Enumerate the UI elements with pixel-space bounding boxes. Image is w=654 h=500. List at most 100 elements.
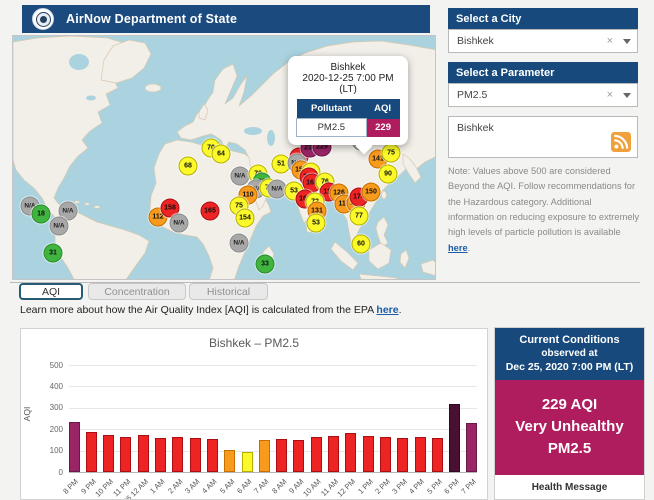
chart-bar[interactable] — [259, 440, 270, 472]
city-select[interactable]: Bishkek × — [448, 29, 638, 53]
chart-bar[interactable] — [415, 437, 426, 472]
chart-bar[interactable] — [190, 438, 201, 472]
aqi-map-marker[interactable]: 60 — [352, 235, 371, 254]
chart-bar[interactable] — [120, 437, 131, 472]
aqi-map-marker[interactable]: 75 — [382, 144, 401, 163]
chart-bar[interactable] — [86, 432, 97, 472]
app-header: AirNow Department of State — [22, 5, 430, 33]
map-popup[interactable]: Bishkek 2020-12-25 7:00 PM (LT) Pollutan… — [288, 56, 408, 145]
aqi-map-marker[interactable]: N/A — [50, 217, 69, 236]
chart-x-tick: 10 AM — [301, 477, 322, 498]
popup-city: Bishkek — [294, 62, 402, 73]
popup-timezone: (LT) — [294, 84, 402, 95]
chart-y-tick: 0 — [29, 468, 63, 477]
chart-bar[interactable] — [69, 422, 80, 472]
chart-x-tick: 7 PM — [460, 477, 479, 496]
aqi-map-marker[interactable]: N/A — [170, 214, 189, 233]
tab-concentration[interactable]: Concentration — [88, 283, 186, 300]
aqi-map-marker[interactable]: 68 — [179, 157, 198, 176]
city-clear-icon[interactable]: × — [607, 35, 613, 47]
chart-bar[interactable] — [138, 435, 149, 472]
popup-aqi-header: AQI — [366, 99, 399, 119]
chart-bar[interactable] — [466, 423, 477, 472]
chart-x-tick: 2 AM — [166, 477, 184, 495]
observed-datetime: Dec 25, 2020 7:00 PM (LT) — [499, 361, 640, 373]
beyond-aqi-note: Note: Values above 500 are considered Be… — [448, 164, 640, 256]
note-suffix: . — [468, 243, 471, 253]
chart-x-tick: 3 AM — [183, 477, 201, 495]
parameter-chevron-down-icon[interactable] — [623, 93, 631, 98]
chart-x-tick: 1 AM — [148, 477, 166, 495]
chart-bar[interactable] — [380, 437, 391, 472]
current-parameter: PM2.5 — [499, 440, 640, 457]
epa-link[interactable]: here — [376, 304, 398, 316]
chart-gridline — [69, 408, 477, 409]
chart-bar[interactable] — [242, 452, 253, 472]
chart-bar[interactable] — [432, 438, 443, 472]
learn-more-text: Learn more about how the Air Quality Ind… — [20, 304, 402, 316]
current-conditions-title: Current Conditions — [499, 334, 640, 346]
chart-x-tick: 4 AM — [200, 477, 218, 495]
observed-at-label: observed at — [499, 348, 640, 359]
current-aqi-category: Very Unhealthy — [499, 418, 640, 435]
chart-x-tick: 8 AM — [270, 477, 288, 495]
rss-feed-label: Bishkek — [457, 122, 494, 134]
tab-historical[interactable]: Historical — [189, 283, 268, 300]
chart-bar[interactable] — [363, 436, 374, 472]
chart-bar[interactable] — [397, 438, 408, 472]
chart-x-axis — [69, 472, 477, 473]
chart-y-tick: 400 — [29, 382, 63, 391]
chart-bar[interactable] — [328, 436, 339, 472]
popup-table: Pollutant AQI PM2.5 229 — [296, 99, 400, 137]
chart-bar[interactable] — [207, 439, 218, 472]
note-here-link[interactable]: here — [448, 243, 468, 253]
aqi-map-marker[interactable]: 165 — [201, 202, 220, 221]
state-department-seal-icon — [32, 8, 54, 30]
parameter-clear-icon[interactable]: × — [607, 89, 613, 101]
chart-bar[interactable] — [155, 438, 166, 472]
chart-bar[interactable] — [103, 435, 114, 472]
aqi-map-marker[interactable]: 53 — [307, 214, 326, 233]
chart-x-tick: 6 PM — [442, 477, 461, 496]
aqi-map-marker[interactable]: 154 — [236, 209, 255, 228]
city-chevron-down-icon[interactable] — [623, 39, 631, 44]
parameter-select[interactable]: PM2.5 × — [448, 83, 638, 107]
chart-bar[interactable] — [449, 404, 460, 472]
chart-bar[interactable] — [345, 433, 356, 472]
aqi-map-marker[interactable]: 31 — [44, 244, 63, 263]
select-city-widget: Select a City Bishkek × — [448, 8, 638, 53]
aqi-map-marker[interactable]: 150 — [362, 183, 381, 202]
chart-bar[interactable] — [293, 440, 304, 472]
aqi-map-marker[interactable]: N/A — [230, 234, 249, 253]
current-conditions-panel: Current Conditions observed at Dec 25, 2… — [494, 327, 645, 500]
aqi-map-marker[interactable]: 33 — [256, 255, 275, 274]
chart-y-tick: 200 — [29, 425, 63, 434]
chart-x-tick: 11 AM — [319, 477, 340, 498]
aqi-bar-chart: Bishkek – PM2.5 AQI 50040030020010008 PM… — [20, 328, 488, 500]
aqi-map-marker[interactable]: 77 — [350, 207, 369, 226]
chart-bar[interactable] — [224, 450, 235, 472]
note-prefix: Note: Values above 500 are considered Be… — [448, 166, 639, 237]
aqi-map-marker[interactable]: 90 — [379, 165, 398, 184]
select-parameter-widget: Select a Parameter PM2.5 × — [448, 62, 638, 107]
chart-x-tick: 7 AM — [252, 477, 270, 495]
aqi-map-marker[interactable]: N/A — [231, 167, 250, 186]
chart-x-tick: 5 AM — [218, 477, 236, 495]
world-aqi-map[interactable]: N/A18N/AN/A31112158N/A687064165N/A7060N/… — [12, 35, 436, 280]
city-select-value: Bishkek — [457, 35, 607, 47]
chart-x-tick: 5 PM — [425, 477, 444, 496]
chart-x-tick: 2 PM — [373, 477, 392, 496]
aqi-map-marker[interactable]: 18 — [32, 205, 51, 224]
aqi-map-marker[interactable]: 64 — [212, 145, 231, 164]
chart-bar[interactable] — [276, 439, 287, 472]
current-aqi-block: 229 AQI Very Unhealthy PM2.5 — [495, 380, 644, 475]
tab-aqi[interactable]: AQI — [19, 283, 83, 300]
select-city-header: Select a City — [448, 8, 638, 29]
chart-bar[interactable] — [311, 437, 322, 472]
rss-icon[interactable] — [611, 132, 631, 152]
chart-bar[interactable] — [172, 437, 183, 472]
popup-datetime: 2020-12-25 7:00 PM — [294, 73, 402, 84]
select-parameter-header: Select a Parameter — [448, 62, 638, 83]
parameter-select-value: PM2.5 — [457, 89, 607, 101]
learn-more-prefix: Learn more about how the Air Quality Ind… — [20, 304, 376, 316]
